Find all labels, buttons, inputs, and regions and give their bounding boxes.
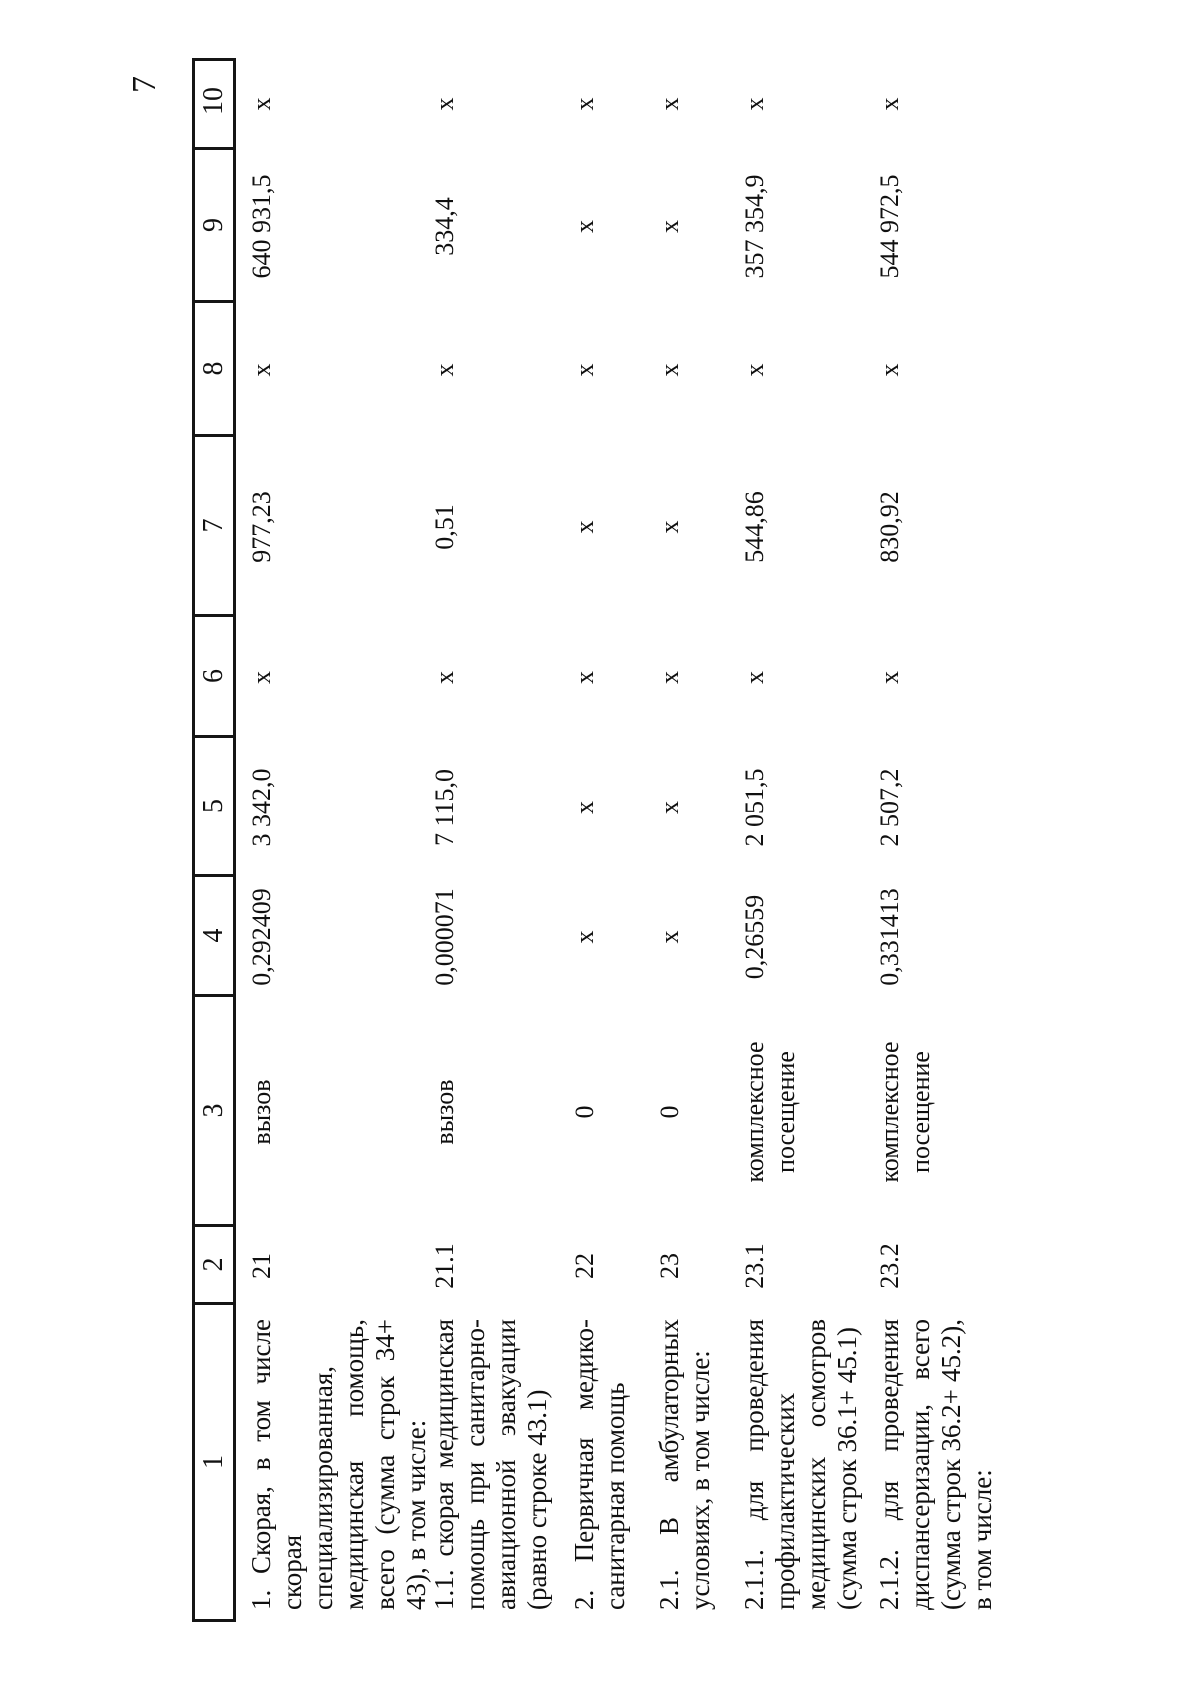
unit-cell: вызов (247, 1079, 276, 1145)
service-name-cell: 2.1.2. для проведения диспансеризации, в… (874, 1319, 997, 1610)
header-cell-1: 1 (195, 1302, 233, 1619)
table-row-21-1: 1.1. скорая медицинская помощь при санит… (429, 58, 553, 1622)
value-cell-col9: 334,4 (430, 197, 459, 256)
value-cell-col8: x (570, 363, 599, 377)
value-cell-col10: x (740, 97, 769, 111)
value-cell-col6: x (875, 671, 904, 684)
table-row-21: 1. Скорая, в том числе скорая специализи… (246, 58, 432, 1622)
value-cell-col6: x (430, 671, 459, 684)
value-cell-col10: x (655, 97, 684, 111)
value-cell-col5: 2 507,2 (875, 768, 904, 847)
value-cell-col8: x (740, 363, 769, 377)
page-number: 7 (126, 76, 163, 93)
header-cell-2: 2 (195, 1224, 233, 1302)
value-cell-col5: 3 342,0 (247, 768, 276, 847)
value-cell-col8: x (430, 363, 459, 377)
line-number-cell: 23 (655, 1253, 684, 1279)
value-cell-col7: 544,86 (740, 491, 769, 563)
header-cell-9: 9 (195, 147, 233, 300)
value-cell-col8: x (875, 363, 904, 377)
value-cell-col9: 544 972,5 (875, 174, 904, 279)
value-cell-col8: x (655, 363, 684, 377)
line-number-cell: 22 (570, 1253, 599, 1279)
value-cell-col6: x (570, 671, 599, 684)
line-number-cell: 23.2 (875, 1243, 904, 1289)
value-cell-col8: x (247, 363, 276, 377)
value-cell-col10: x (430, 97, 459, 111)
value-cell-col9: x (570, 220, 599, 233)
service-name-cell: 1.1. скорая медицинская помощь при санит… (429, 1319, 552, 1610)
value-cell-col7: 977,23 (247, 491, 276, 563)
value-cell-col5: 7 115,0 (430, 768, 459, 847)
value-cell-col5: x (655, 801, 684, 814)
value-cell-col9: 640 931,5 (247, 174, 276, 279)
line-number-cell: 21 (247, 1253, 276, 1279)
table-row-22: 2. Первичная медико-санитарная помощь 22… (569, 58, 631, 1622)
value-cell-col7: 830,92 (875, 491, 904, 563)
value-cell-col6: x (655, 671, 684, 684)
table-row-23: 2.1. В амбулаторных условиях, в том числ… (654, 58, 716, 1622)
value-cell-col4: 0,292409 (247, 888, 276, 986)
value-cell-col9: 357 354,9 (740, 174, 769, 279)
table-header-row: 1 2 3 4 5 6 7 8 9 10 (192, 58, 236, 1622)
header-cell-3: 3 (195, 994, 233, 1224)
header-cell-5: 5 (195, 735, 233, 874)
value-cell-col6: x (247, 671, 276, 684)
service-name-cell: 2.1. В амбулаторных условиях, в том числ… (654, 1319, 715, 1610)
value-cell-col5: 2 051,5 (740, 768, 769, 847)
value-cell-col4: 0,000071 (430, 888, 459, 986)
unit-cell: 0 (570, 1105, 599, 1119)
line-number-cell: 23.1 (740, 1243, 769, 1289)
value-cell-col6: x (740, 671, 769, 684)
value-cell-col7: x (655, 520, 684, 534)
value-cell-col4: x (570, 930, 599, 944)
header-cell-6: 6 (195, 614, 233, 735)
table-row-23-2: 2.1.2. для проведения диспансеризации, в… (874, 58, 998, 1622)
header-cell-7: 7 (195, 434, 233, 614)
value-cell-col10: x (875, 97, 904, 111)
value-cell-col4: 0,26559 (740, 894, 769, 980)
value-cell-col5: x (570, 801, 599, 814)
service-name-cell: 1. Скорая, в том числе скорая специализи… (246, 1319, 431, 1610)
unit-cell: 0 (655, 1105, 684, 1119)
value-cell-col9: x (655, 220, 684, 233)
header-cell-10: 10 (198, 87, 229, 115)
header-cell-8: 8 (195, 300, 233, 434)
value-cell-col4: x (655, 930, 684, 944)
unit-cell: вызов (430, 1079, 459, 1145)
service-name-cell: 2.1.1. для проведения профилактических м… (739, 1319, 862, 1610)
value-cell-col7: x (570, 520, 599, 534)
medical-care-volume-table: 1 2 3 4 5 6 7 8 9 10 1. Скорая, в том чи… (192, 58, 1192, 1622)
value-cell-col10: x (570, 97, 599, 111)
unit-cell: комплексное посещение (740, 1041, 800, 1183)
unit-cell: комплексное посещение (875, 1041, 935, 1183)
value-cell-col7: 0,51 (430, 504, 459, 550)
header-cell-4: 4 (195, 874, 233, 994)
value-cell-col10: x (247, 97, 276, 111)
value-cell-col4: 0,331413 (875, 888, 904, 986)
service-name-cell: 2. Первичная медико-санитарная помощь (569, 1319, 630, 1610)
table-row-23-1: 2.1.1. для проведения профилактических м… (739, 58, 863, 1622)
line-number-cell: 21.1 (430, 1243, 459, 1289)
